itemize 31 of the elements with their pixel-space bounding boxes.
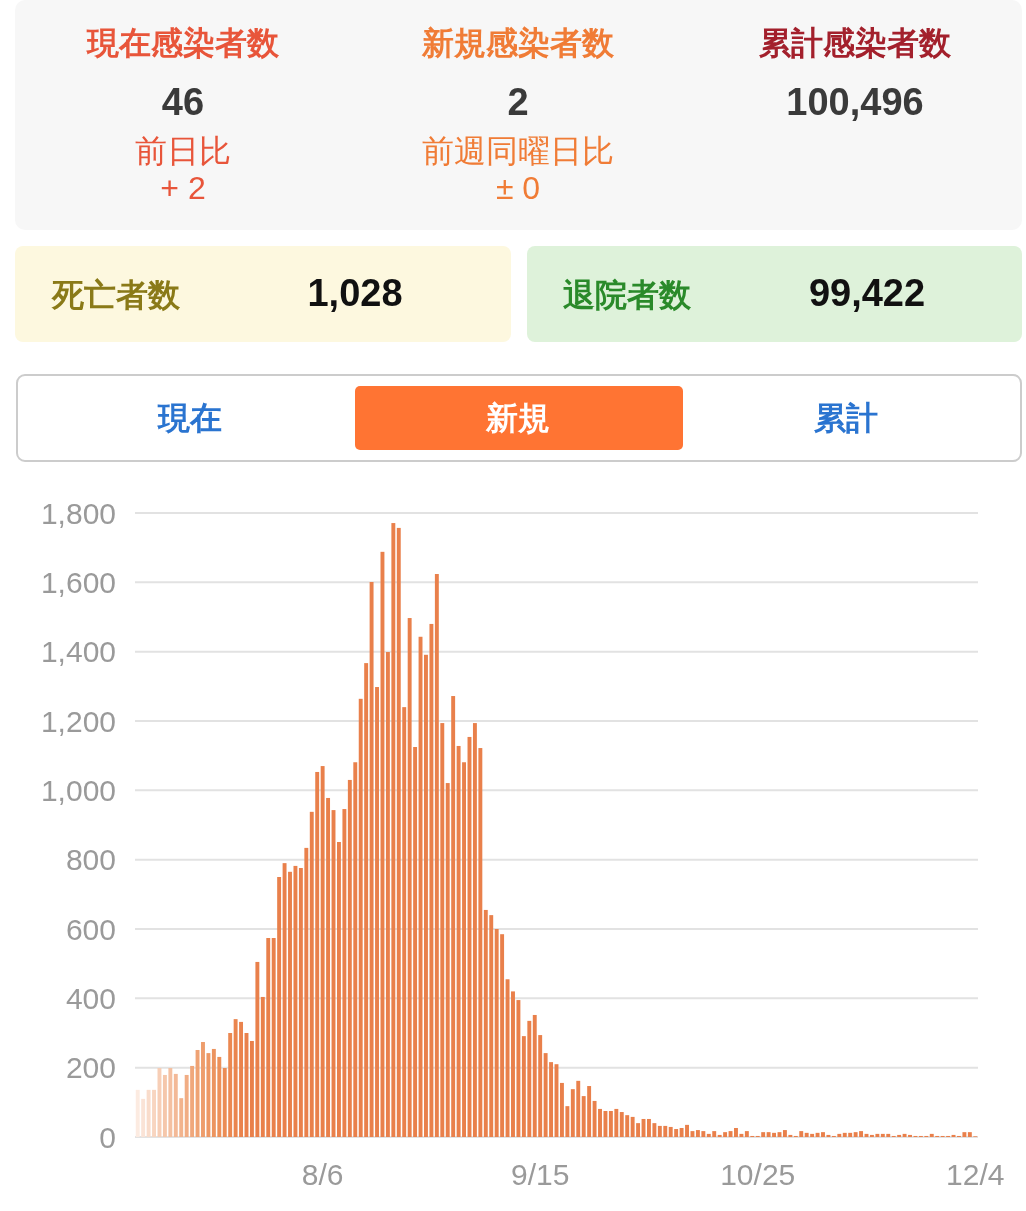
y-tick-label: 400 <box>65 981 116 1015</box>
x-tick-label: 8/6 <box>301 1157 344 1191</box>
y-tick-label: 600 <box>65 912 116 946</box>
text: ± 0 <box>495 170 541 206</box>
text: 死亡者数 <box>51 277 181 313</box>
y-tick-label: 1,000 <box>40 773 116 807</box>
y-tick-label: 800 <box>65 843 116 877</box>
x-tick-label: 9/15 <box>510 1157 570 1191</box>
y-tick-label: 1,200 <box>40 704 116 738</box>
text: 現在 <box>157 400 222 436</box>
y-tick-label: 0 <box>99 1120 116 1154</box>
text: 前日比 <box>135 133 231 169</box>
text: 前週同曜日比 <box>422 133 614 169</box>
text: + 2 <box>160 170 206 206</box>
y-tick-label: 1,800 <box>40 496 116 530</box>
text: 現在感染者数 <box>86 25 280 61</box>
text: 累計 <box>814 400 878 436</box>
text: 累計感染者数 <box>759 25 952 61</box>
text: 99,422 <box>808 272 926 314</box>
y-tick-label: 1,600 <box>40 565 116 599</box>
text: 退院者数 <box>563 277 692 313</box>
text: 2 <box>507 81 529 123</box>
text: 1,028 <box>307 272 403 314</box>
text: 新規 <box>485 400 550 436</box>
x-tick-label: 12/4 <box>946 1157 1005 1191</box>
text: 46 <box>161 81 205 123</box>
x-tick-label: 10/25 <box>720 1157 796 1191</box>
y-tick-label: 200 <box>65 1051 116 1085</box>
text: 100,496 <box>786 81 924 123</box>
text: 新規感染者数 <box>421 25 615 61</box>
y-tick-label: 1,400 <box>40 635 116 669</box>
